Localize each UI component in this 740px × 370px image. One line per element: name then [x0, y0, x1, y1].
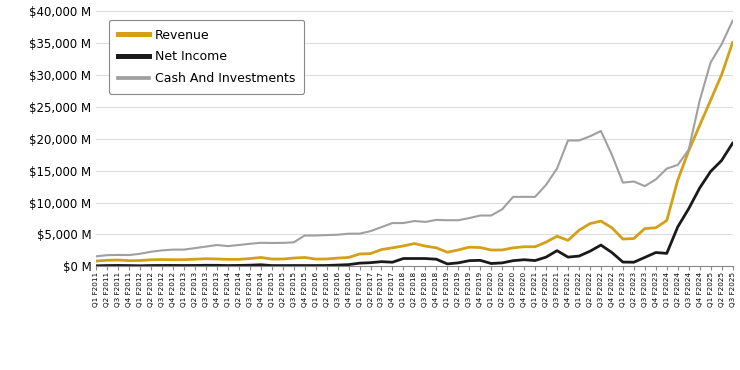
Revenue: [114, 258, 123, 262]
Revenue: [256, 255, 265, 260]
Legend: Revenue, Net Income, Cash And Investments: Revenue, Net Income, Cash And Investment…: [109, 20, 304, 94]
Revenue: [553, 234, 562, 238]
Revenue: [190, 257, 199, 262]
Net Income: [92, 263, 101, 268]
Net Income: [190, 263, 199, 268]
Line: Cash And Investments: Cash And Investments: [96, 21, 733, 256]
Net Income: [256, 263, 265, 267]
Net Income: [158, 263, 166, 268]
Cash And Investments: [190, 246, 199, 250]
Cash And Investments: [114, 253, 123, 257]
Revenue: [421, 244, 430, 248]
Revenue: [728, 40, 737, 45]
Line: Net Income: Net Income: [96, 143, 733, 266]
Cash And Investments: [256, 240, 265, 245]
Revenue: [158, 257, 166, 262]
Net Income: [728, 141, 737, 145]
Cash And Investments: [728, 18, 737, 23]
Cash And Investments: [421, 220, 430, 224]
Revenue: [92, 259, 101, 263]
Net Income: [553, 248, 562, 253]
Net Income: [421, 256, 430, 261]
Cash And Investments: [553, 166, 562, 171]
Line: Revenue: Revenue: [96, 43, 733, 261]
Cash And Investments: [158, 248, 166, 253]
Cash And Investments: [92, 254, 101, 259]
Net Income: [114, 263, 123, 268]
